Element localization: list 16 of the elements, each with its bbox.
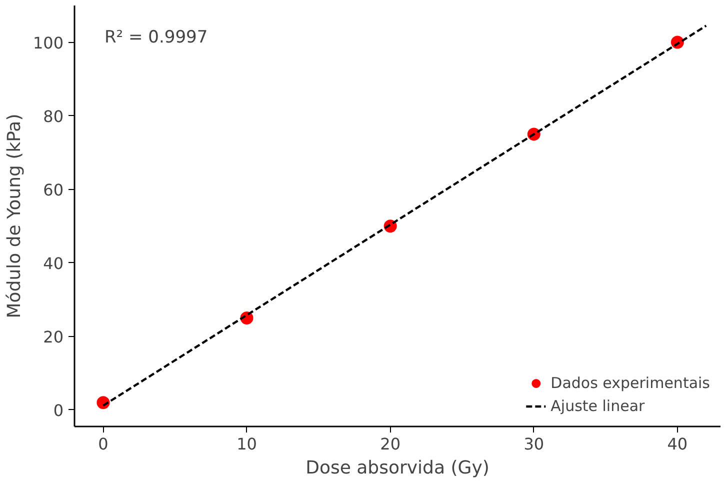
- y-tick-label: 0: [53, 400, 64, 420]
- y-axis-title: Módulo de Young (kPa): [4, 114, 25, 318]
- x-axis-title: Dose absorvida (Gy): [306, 458, 490, 478]
- y-tick-label: 20: [43, 327, 64, 346]
- x-tick-label: 20: [380, 434, 400, 454]
- annotation: R² = 0.9997: [104, 28, 208, 48]
- y-tick-label: 100: [32, 33, 64, 52]
- x-tick-label: 40: [667, 434, 688, 454]
- x-tick-label: 0: [98, 434, 108, 454]
- y-tick-label: 40: [43, 254, 64, 273]
- legend-label: Dados experimentais: [550, 374, 710, 392]
- x-tick-label: 30: [524, 434, 544, 454]
- y-tick-label: 60: [43, 180, 64, 200]
- y-tick-label: 80: [43, 106, 64, 126]
- x-tick-label: 10: [236, 434, 257, 454]
- legend-label: Ajuste linear: [550, 397, 645, 415]
